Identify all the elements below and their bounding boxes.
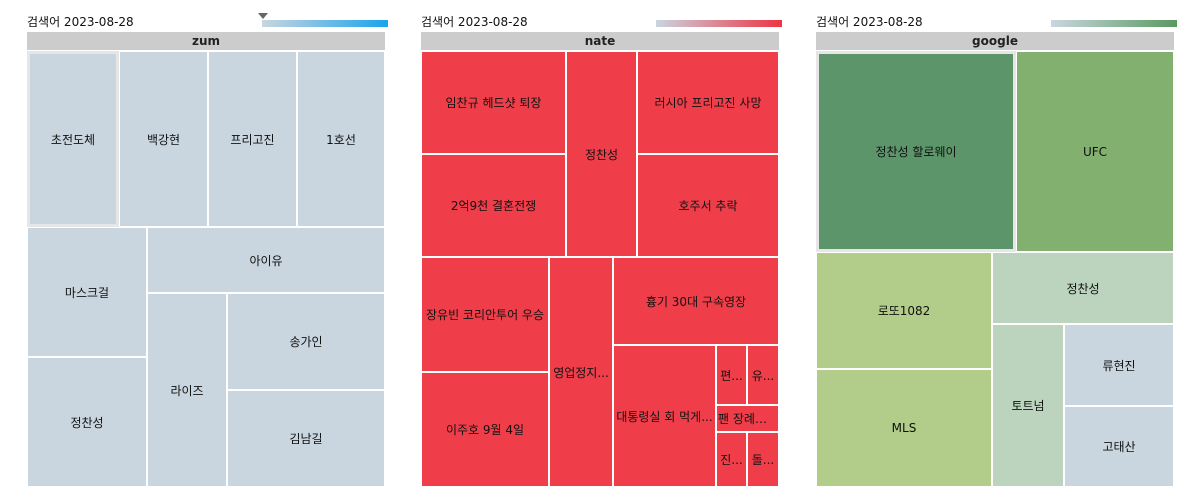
treemap-header[interactable]: nate	[421, 32, 779, 50]
treemap-tile[interactable]: 대통령실 회 먹게...	[613, 345, 716, 487]
tile-label: 정찬성	[584, 147, 619, 162]
treemap-tile[interactable]: 2억9천 결혼전쟁	[421, 154, 566, 257]
treemap-tile[interactable]: 마스크걸	[27, 227, 147, 357]
treemap-tile[interactable]: 라이즈	[147, 293, 227, 487]
tile-label: 라이즈	[170, 383, 204, 398]
treemap-tile[interactable]: 류현진	[1064, 324, 1174, 406]
treemap-tile[interactable]: 정찬성	[992, 252, 1174, 324]
treemap-tile[interactable]: 팬 장례식...	[716, 405, 779, 432]
tile-label: 토트넘	[1011, 399, 1045, 413]
tile-label: 김남길	[289, 432, 323, 446]
tile-label: 대통령실 회 먹게...	[616, 409, 713, 424]
tile-label: 영업정지...	[553, 365, 609, 380]
treemap-tile[interactable]: 김남길	[227, 390, 385, 487]
tile-label: 백강현	[146, 132, 181, 147]
tile-label: 편...	[720, 368, 743, 383]
treemap-tile[interactable]: 정찬성	[566, 51, 637, 257]
treemap-tile[interactable]: 영업정지...	[549, 257, 613, 487]
treemap-tile[interactable]: 아이유	[147, 227, 385, 293]
google-panel: 검색어 2023-08-28 google 정찬성 할로웨이 UFC 로또1082 정…	[816, 0, 1177, 490]
treemap-tile[interactable]: 정찬성 할로웨이	[816, 51, 1016, 252]
tile-label: 정찬성	[1066, 281, 1100, 296]
tile-label: 임찬규 헤드샷 퇴장	[445, 96, 542, 110]
treemap-tile[interactable]: 흉기 30대 구속영장	[613, 257, 779, 345]
treemap-tile[interactable]: 정찬성	[27, 357, 147, 487]
tile-label: 팬 장례식...	[718, 412, 778, 426]
tile-label: 2억9천 결혼전쟁	[450, 199, 537, 213]
treemap-tile[interactable]: 송가인	[227, 293, 385, 390]
tile-label: 아이유	[249, 253, 283, 268]
treemap-tile[interactable]: 편...	[716, 345, 747, 405]
treemap-tile[interactable]: 장유빈 코리안투어 우승	[421, 257, 549, 372]
treemap-header[interactable]: zum	[27, 32, 385, 50]
tile-label: 1호선	[326, 132, 356, 147]
treemap-header[interactable]: google	[816, 32, 1174, 50]
tile-label: 돌...	[751, 453, 775, 467]
tile-label: 마스크걸	[64, 285, 110, 300]
tile-label: 초전도체	[50, 132, 96, 147]
tile-label: 러시아 프리고진 사망	[654, 96, 762, 110]
treemap-tile[interactable]: 임찬규 헤드샷 퇴장	[421, 51, 566, 154]
tile-label: 정찬성 할로웨이	[875, 145, 957, 159]
tile-label: 류현진	[1102, 358, 1136, 373]
tile-label: 진...	[720, 453, 743, 467]
treemap-tile[interactable]: 이주호 9월 4일	[421, 372, 549, 487]
treemap-tile[interactable]: 유...	[747, 345, 779, 405]
tile-label: 유...	[751, 368, 775, 383]
chart-title: 검색어 2023-08-28	[27, 15, 134, 29]
treemap-tile[interactable]: 진...	[716, 432, 747, 487]
treemap-tile[interactable]: 로또1082	[816, 252, 992, 369]
tile-label: 송가인	[289, 335, 323, 349]
treemap-tile[interactable]: MLS	[816, 369, 992, 487]
treemap-tile[interactable]: 토트넘	[992, 324, 1064, 487]
legend-marker	[258, 13, 268, 19]
chart-title: 검색어 2023-08-28	[421, 15, 528, 29]
tile-label: MLS	[891, 421, 917, 435]
tile-label: 정찬성	[70, 415, 104, 430]
treemap-tile[interactable]: 호주서 추락	[637, 154, 779, 257]
tile-label: 프리고진	[230, 132, 275, 147]
color-legend	[262, 20, 388, 27]
tile-label: 흉기 30대 구속영장	[645, 294, 747, 309]
treemap-tile[interactable]: 1호선	[297, 51, 385, 227]
tile-label: 고태산	[1102, 440, 1136, 454]
tile-label: 이주호 9월 4일	[445, 423, 525, 437]
chart-title: 검색어 2023-08-28	[816, 15, 923, 29]
treemap-tile[interactable]: 돌...	[747, 432, 779, 487]
treemap-tile[interactable]: 러시아 프리고진 사망	[637, 51, 779, 154]
treemap-tile[interactable]: 고태산	[1064, 406, 1174, 487]
tile-label: 장유빈 코리안투어 우승	[425, 308, 545, 322]
treemap-tile[interactable]: 백강현	[119, 51, 208, 227]
treemap-tile[interactable]: 초전도체	[27, 51, 119, 227]
color-legend	[656, 20, 782, 27]
tile-label: 호주서 추락	[678, 199, 738, 213]
treemap-tile[interactable]: 프리고진	[208, 51, 297, 227]
treemap-tile[interactable]: UFC	[1016, 51, 1174, 252]
tile-label: UFC	[1082, 144, 1108, 159]
color-legend	[1051, 20, 1177, 27]
tile-label: 로또1082	[877, 304, 931, 318]
